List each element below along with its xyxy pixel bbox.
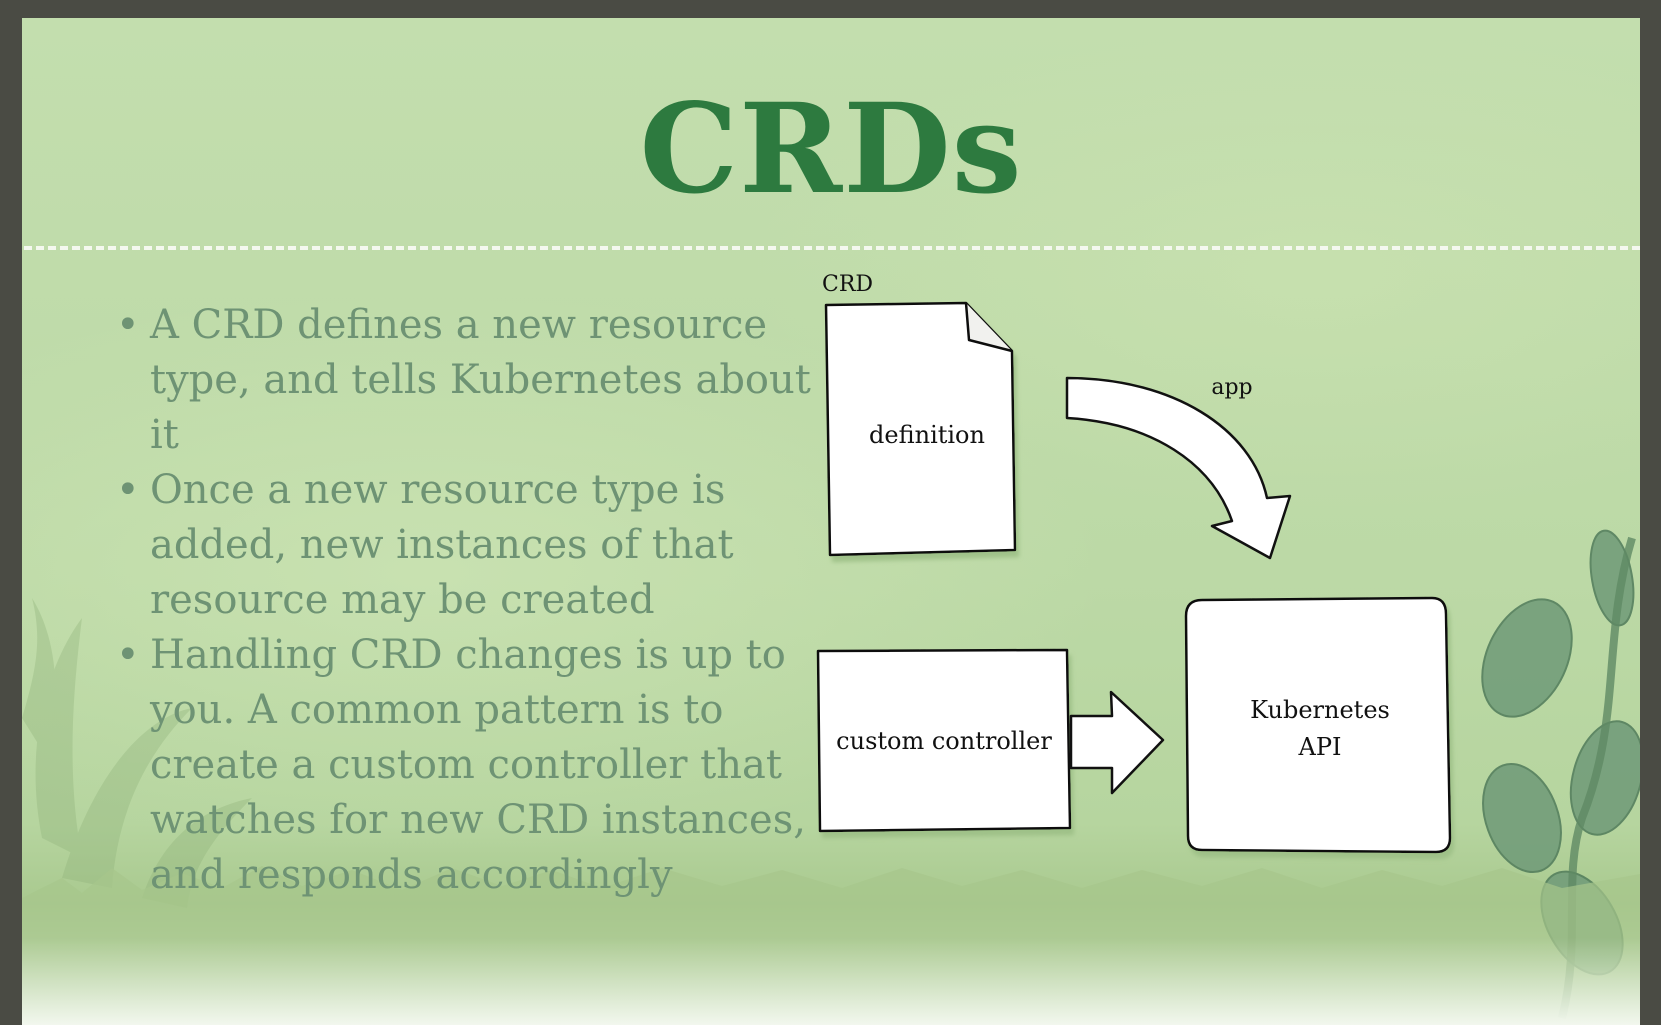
straight-arrow <box>1069 690 1165 795</box>
definition-label: definition <box>869 421 985 449</box>
slide-title: CRDs <box>639 77 1023 222</box>
kubernetes-api-box <box>1184 596 1452 854</box>
bullet-item: Handling CRD changes is up to you. A com… <box>102 628 842 903</box>
crd-diagram: CRD definition app custom controller Kub… <box>816 272 1452 854</box>
api-label-line2: API <box>1298 733 1342 761</box>
api-label-line1: Kubernetes <box>1250 696 1390 724</box>
controller-label: custom controller <box>836 727 1052 755</box>
crd-caption: CRD <box>822 272 873 297</box>
slide: CRDs A CRD defines a new resource type, … <box>22 18 1640 1025</box>
definition-document <box>824 301 1017 557</box>
bullet-item: Once a new resource type is added, new i… <box>102 463 842 628</box>
curved-arrow <box>1065 376 1292 560</box>
bullet-item: A CRD defines a new resource type, and t… <box>102 298 842 463</box>
title-divider <box>22 246 1640 250</box>
app-label: app <box>1211 375 1252 400</box>
foliage-decoration <box>22 529 1640 1025</box>
custom-controller-box <box>816 648 1072 833</box>
bullet-list: A CRD defines a new resource type, and t… <box>102 298 842 903</box>
